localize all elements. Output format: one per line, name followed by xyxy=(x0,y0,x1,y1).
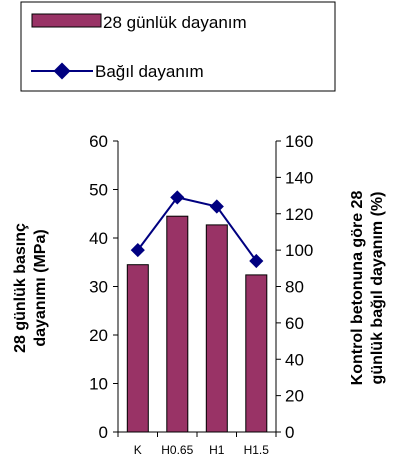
left-tick-label: 40 xyxy=(89,229,108,248)
right-tick-label: 60 xyxy=(285,314,304,333)
legend-bar-swatch xyxy=(31,13,102,28)
right-tick-label: 160 xyxy=(285,132,313,151)
right-tick-label: 40 xyxy=(285,350,304,369)
right-tick-label: 80 xyxy=(285,278,304,297)
left-tick-label: 60 xyxy=(89,132,108,151)
right-y-ticks: 0 20 40 60 80 100 120 140 160 xyxy=(276,132,313,442)
bar-h1 xyxy=(205,224,228,433)
left-tick-label: 10 xyxy=(89,375,108,394)
bar-h0-65 xyxy=(166,215,189,433)
legend-line-marker xyxy=(53,62,71,80)
left-y-ticks: 0 10 20 30 40 50 60 xyxy=(89,132,118,442)
legend-line-label: Bağıl dayanım xyxy=(95,62,204,81)
right-tick-label: 140 xyxy=(285,168,313,187)
bar-h1-5 xyxy=(245,274,268,433)
plot-area: 0 10 20 30 40 50 60 0 20 40 60 80 100 120 140 160 K H0.… xyxy=(89,132,313,457)
right-tick-label: 100 xyxy=(285,241,313,260)
left-tick-label: 0 xyxy=(99,423,108,442)
x-tick-label: K xyxy=(134,443,142,457)
series-line xyxy=(136,196,258,262)
legend-bar-label: 28 günlük dayanım xyxy=(103,13,247,32)
left-tick-label: 50 xyxy=(89,181,108,200)
bar-k xyxy=(126,264,149,433)
x-tick-label: H1.5 xyxy=(244,443,270,457)
line-marker-h1-5 xyxy=(249,253,264,269)
right-tick-label: 0 xyxy=(285,423,294,442)
left-tick-label: 20 xyxy=(89,326,108,345)
x-tick-label: H0.65 xyxy=(161,443,193,457)
x-tick-label: H1 xyxy=(209,443,225,457)
left-tick-label: 30 xyxy=(89,278,108,297)
y-axis-title: 28 günlük basınç dayanımı (MPa) xyxy=(12,223,49,353)
y2-axis-title: Kontrol betonuna göre 28 günlük bağıl day… xyxy=(349,191,386,386)
right-tick-label: 20 xyxy=(285,387,304,406)
x-ticks: K H0.65 H1 H1.5 xyxy=(117,432,277,457)
right-tick-label: 120 xyxy=(285,205,313,224)
bars xyxy=(126,215,268,433)
line-marker-h1 xyxy=(209,199,224,214)
line-series xyxy=(130,190,264,269)
line-marker-k xyxy=(130,243,145,258)
legend: 28 günlük dayanım Bağıl dayanım xyxy=(20,1,336,92)
line-marker-h0-65 xyxy=(170,190,185,205)
